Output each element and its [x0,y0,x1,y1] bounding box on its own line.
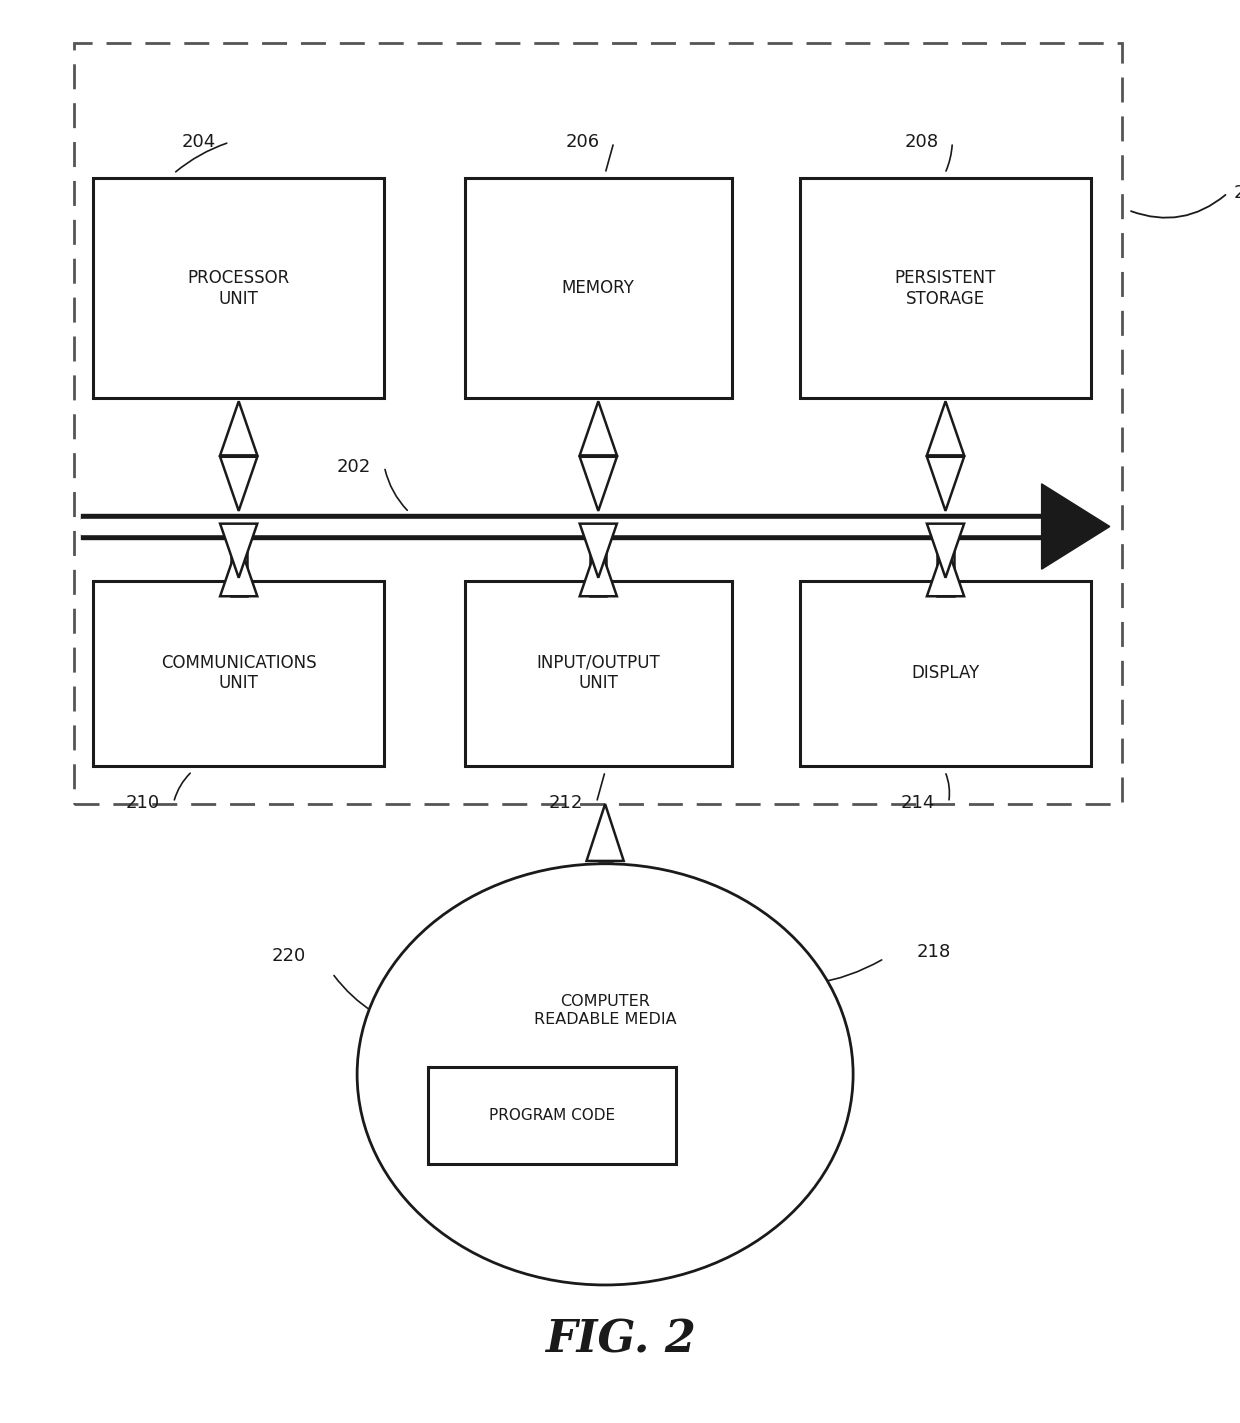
Text: PERSISTENT
STORAGE: PERSISTENT STORAGE [895,269,996,307]
Bar [590,524,606,596]
Bar [74,43,1122,804]
Text: COMPUTER
READABLE MEDIA: COMPUTER READABLE MEDIA [533,995,677,1026]
Bar [93,581,384,766]
Text: DISPLAY: DISPLAY [911,665,980,682]
Bar [231,524,247,596]
Polygon shape [221,542,258,596]
Text: 206: 206 [565,134,600,151]
Text: PROCESSOR
UNIT: PROCESSOR UNIT [187,269,290,307]
Bar [800,581,1091,766]
Text: PROGRAM CODE: PROGRAM CODE [489,1109,615,1123]
Text: 202: 202 [336,458,371,475]
Polygon shape [579,542,618,596]
Text: 210: 210 [125,794,160,811]
Polygon shape [579,401,618,455]
Text: 214: 214 [900,794,935,811]
Text: COMMUNICATIONS
UNIT: COMMUNICATIONS UNIT [161,653,316,693]
Bar [93,178,384,398]
Text: 220: 220 [272,948,306,965]
Bar [465,178,732,398]
Text: 204: 204 [181,134,216,151]
Text: FIG. 2: FIG. 2 [544,1319,696,1362]
Polygon shape [587,804,624,861]
Ellipse shape [357,864,853,1285]
Text: 216: 216 [578,1190,613,1207]
Text: INPUT/OUTPUT
UNIT: INPUT/OUTPUT UNIT [537,653,660,693]
Bar [428,1067,676,1164]
Bar [800,178,1091,398]
Text: 208: 208 [904,134,939,151]
Polygon shape [926,542,965,596]
Polygon shape [926,401,965,455]
Bar [937,524,954,596]
Bar [465,581,732,766]
Polygon shape [926,457,965,511]
Text: MEMORY: MEMORY [562,279,635,297]
Polygon shape [221,457,258,511]
Polygon shape [579,457,618,511]
Polygon shape [221,524,258,578]
Text: 218: 218 [916,943,951,961]
Polygon shape [221,401,258,455]
Polygon shape [1042,484,1110,569]
Polygon shape [579,524,618,578]
Polygon shape [926,524,965,578]
Text: 200: 200 [1234,184,1240,202]
Text: 212: 212 [548,794,583,811]
